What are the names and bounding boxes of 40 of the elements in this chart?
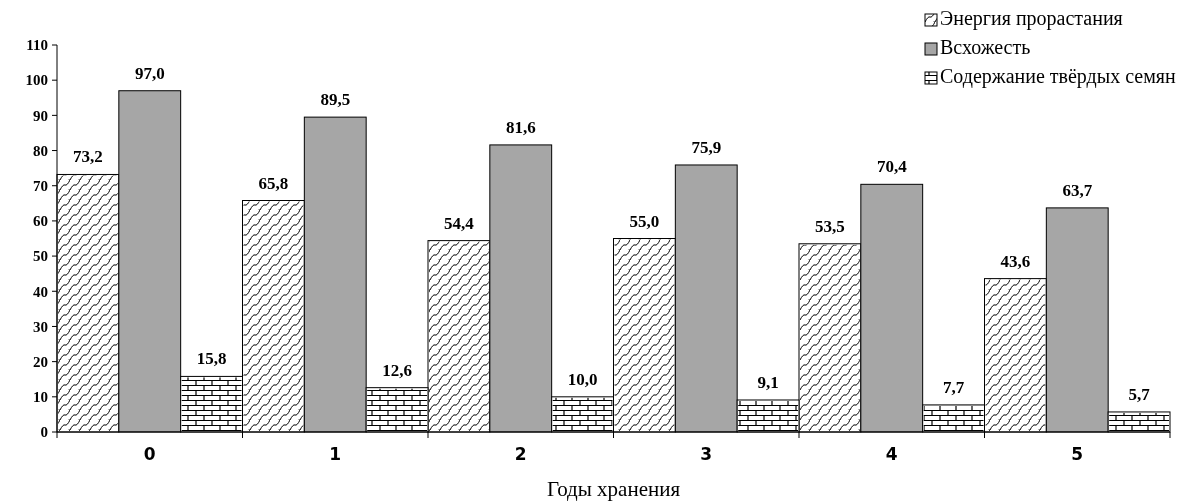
legend-label: Содержание твёрдых семян <box>940 65 1177 88</box>
data-label: 54,4 <box>444 213 475 233</box>
y-tick-label: 50 <box>33 248 48 265</box>
data-label: 65,8 <box>258 173 289 193</box>
x-axis-title: Годы хранения <box>546 477 681 501</box>
data-label: 73,2 <box>73 147 103 167</box>
data-label: 10,0 <box>567 369 598 389</box>
x-tick-label: 0 <box>143 444 156 464</box>
y-tick-label: 40 <box>33 283 48 300</box>
data-label: 55,0 <box>629 211 660 231</box>
y-tick-label: 20 <box>33 353 48 370</box>
data-label: 89,5 <box>320 90 351 110</box>
y-tick-label: 30 <box>33 318 48 335</box>
data-label: 43,6 <box>1000 251 1031 271</box>
data-label: 5,7 <box>1128 384 1151 404</box>
data-label: 12,6 <box>382 360 412 380</box>
x-tick-label: 4 <box>885 444 898 464</box>
y-tick-label: 10 <box>33 389 48 406</box>
y-tick-label: 100 <box>25 72 48 89</box>
data-label: 9,1 <box>757 372 779 392</box>
data-label: 63,7 <box>1062 180 1093 200</box>
data-label: 81,6 <box>505 117 536 137</box>
y-tick-label: 80 <box>33 142 48 159</box>
y-tick-label: 70 <box>33 177 48 194</box>
legend-label: Всхожесть <box>940 36 1031 58</box>
data-label: 53,5 <box>815 216 845 236</box>
data-label: 15,8 <box>196 349 227 369</box>
data-label: 97,0 <box>134 63 165 83</box>
data-label: 7,7 <box>942 377 965 397</box>
y-tick-label: 0 <box>40 424 48 441</box>
x-tick-label: 1 <box>329 444 342 464</box>
x-tick-label: 3 <box>700 444 713 464</box>
data-label: 70,4 <box>876 157 908 177</box>
x-tick-label: 5 <box>1071 444 1084 464</box>
y-tick-label: 110 <box>26 37 48 54</box>
y-tick-label: 90 <box>33 107 48 124</box>
data-label: 75,9 <box>691 137 722 157</box>
y-tick-label: 60 <box>33 213 48 230</box>
legend-label: Энергия прорастания <box>940 7 1123 30</box>
x-tick-label: 2 <box>514 444 527 464</box>
